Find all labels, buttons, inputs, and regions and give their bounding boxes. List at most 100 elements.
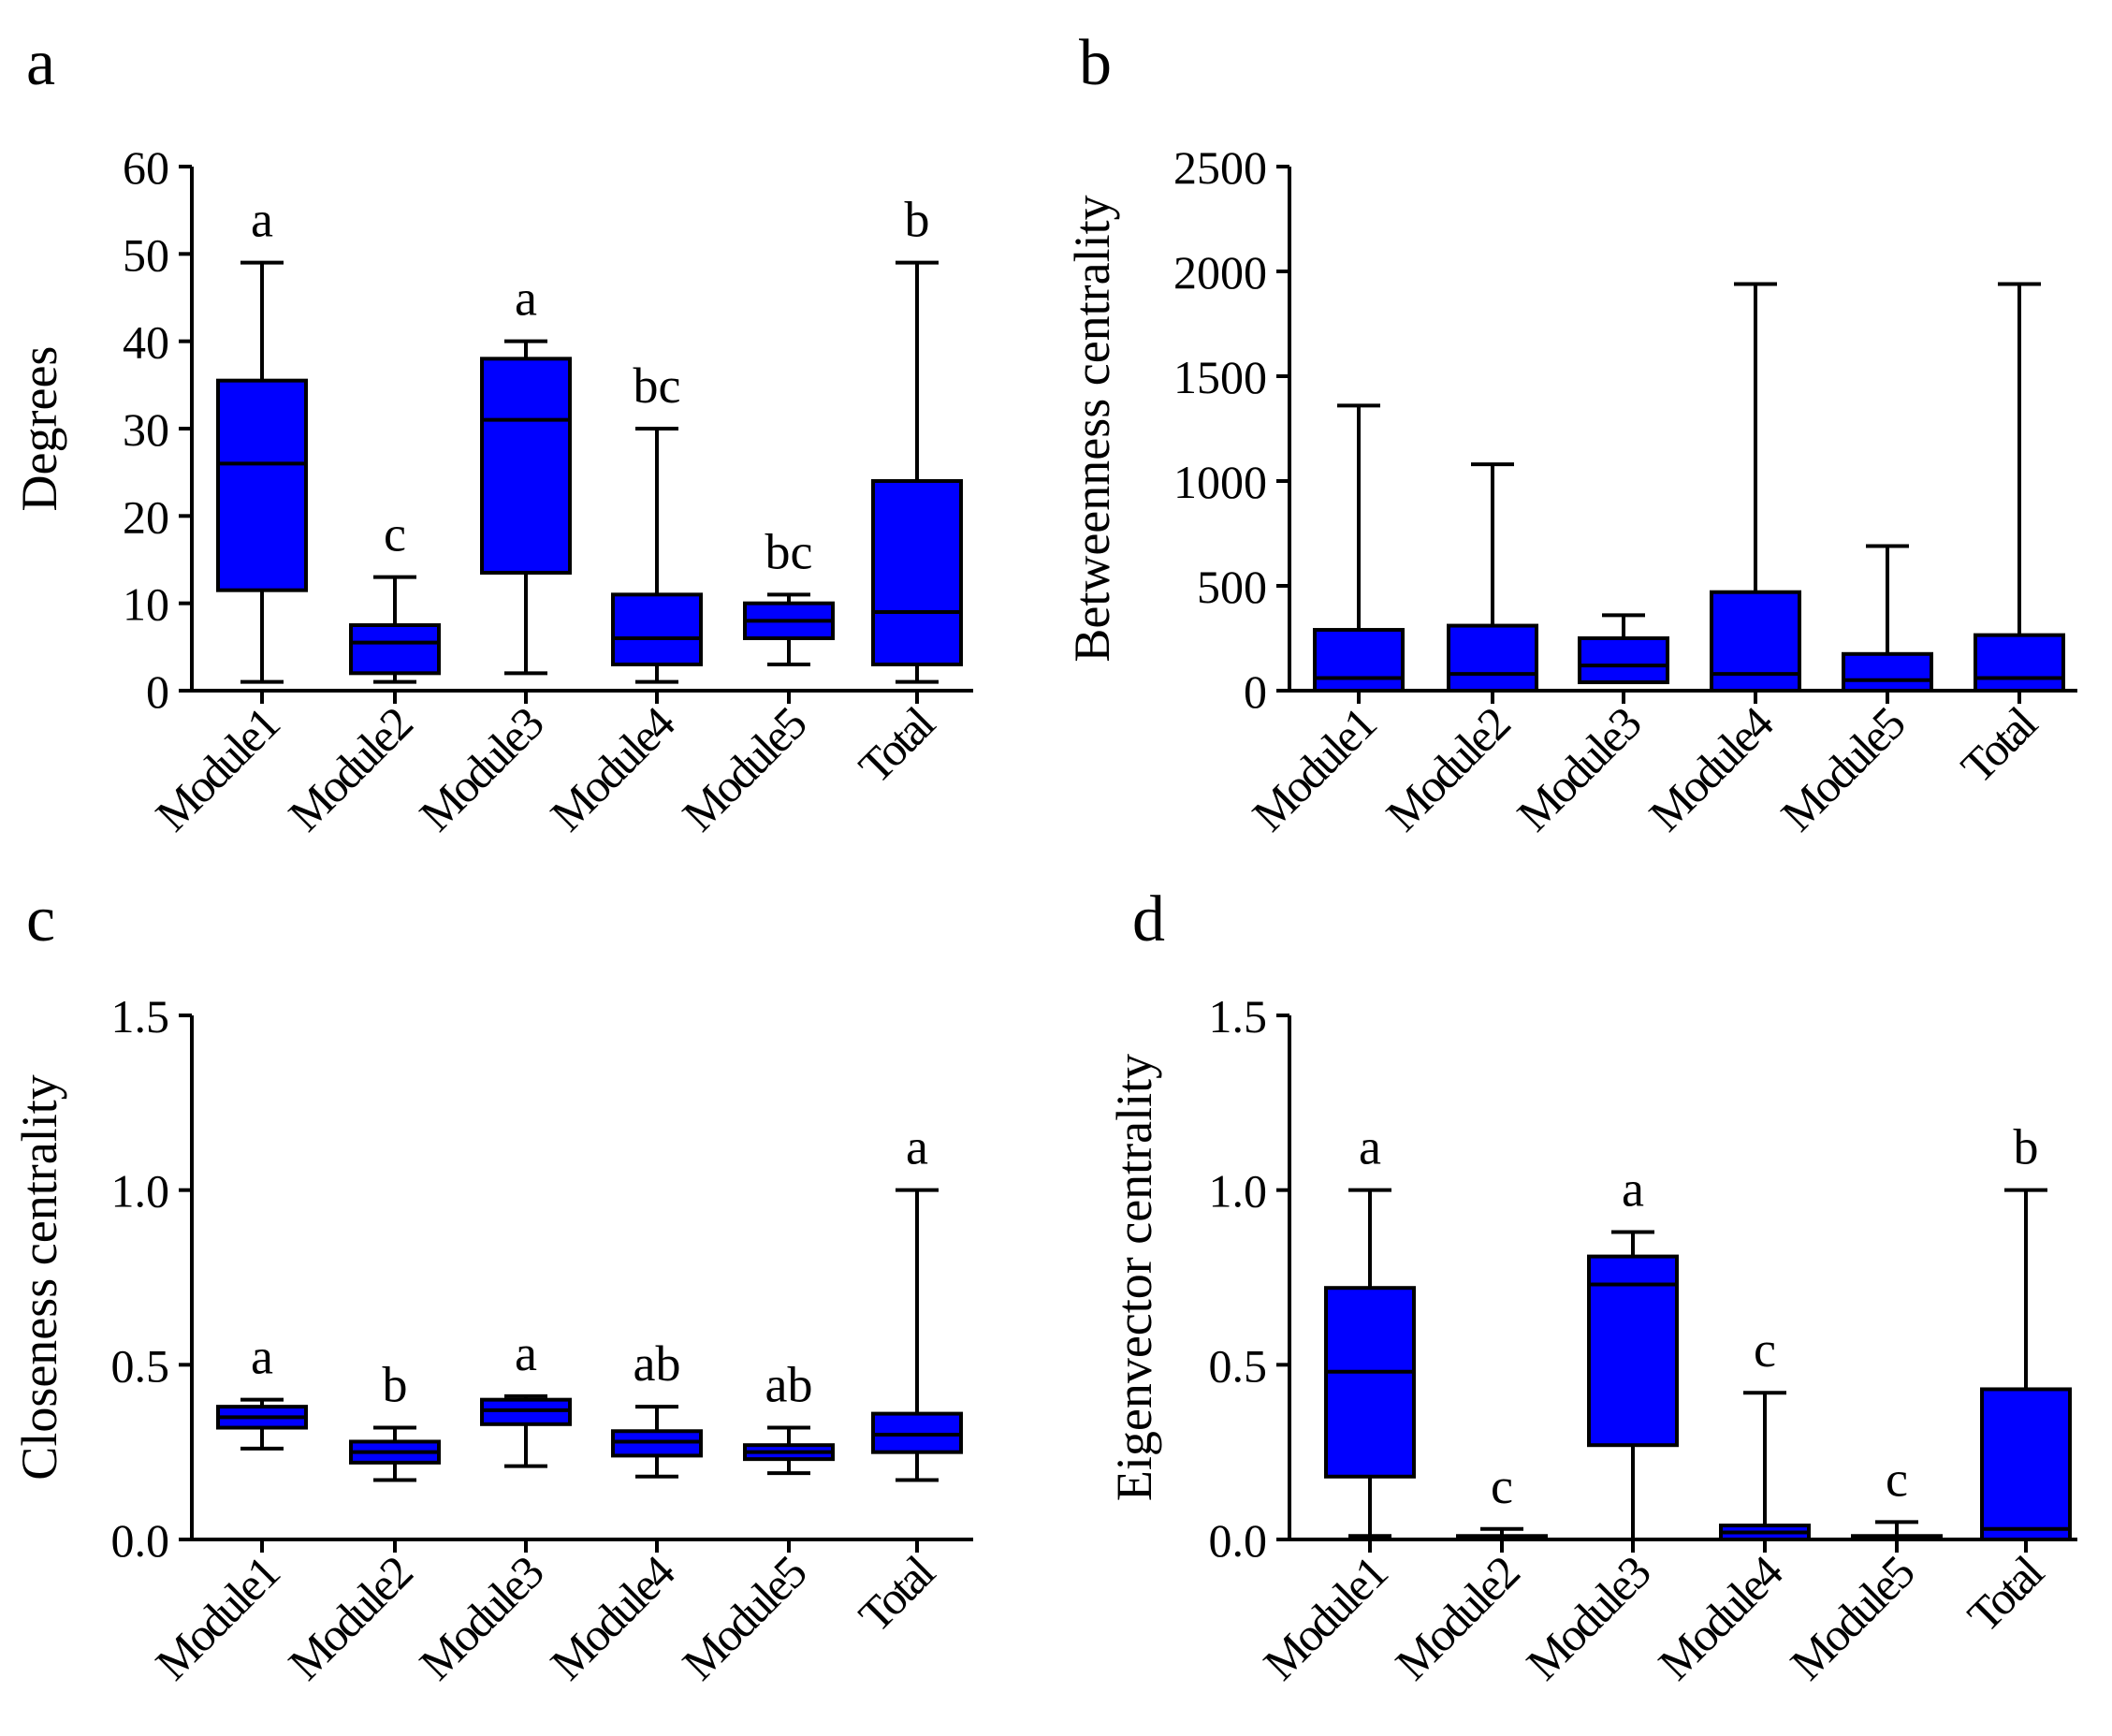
x-tick-label: Module4 xyxy=(540,696,685,841)
y-tick-label: 2500 xyxy=(1173,141,1267,194)
x-tick-label: Module3 xyxy=(409,1546,553,1690)
panel-d: d 0.0 0.5 1.0 1.5 Eigenvector centrality Modul… xyxy=(1106,883,2077,1690)
panel-letter: b xyxy=(1079,27,1112,99)
significance-label: ab xyxy=(765,1357,813,1413)
y-tick-label: 1.5 xyxy=(111,990,170,1043)
box-iqr xyxy=(1324,1286,1416,1479)
box-iqr xyxy=(1974,633,2065,693)
box-Module5 xyxy=(743,592,835,666)
box-Module3 xyxy=(1587,1230,1679,1541)
y-axis-title: Betweenness centrality xyxy=(1064,195,1120,662)
panel-letter: a xyxy=(26,27,55,99)
significance-label: c xyxy=(1886,1451,1908,1507)
x-tick-label: Module3 xyxy=(1516,1546,1660,1690)
box-Module1 xyxy=(216,260,308,684)
significance-label: c xyxy=(1491,1458,1513,1514)
x-tick-label: Module5 xyxy=(1770,697,1915,841)
box-Module1 xyxy=(216,1397,308,1451)
significance-label: c xyxy=(384,506,406,562)
box-Total xyxy=(1980,1188,2072,1542)
significance-label: ab xyxy=(634,1335,681,1392)
significance-label: a xyxy=(906,1119,928,1175)
significance-label: a xyxy=(1359,1119,1381,1175)
y-tick-label: 50 xyxy=(123,228,169,281)
significance-label: a xyxy=(251,1329,273,1385)
y-tick-label: 0 xyxy=(146,665,169,718)
box-Module4 xyxy=(611,1405,703,1479)
box-Module5 xyxy=(1842,544,1933,693)
box-Total xyxy=(871,1188,963,1482)
y-tick-label: 2000 xyxy=(1173,246,1267,299)
significance-label: b xyxy=(383,1357,408,1413)
panel-c: c 0.0 0.5 1.0 1.5 Closeness centrality Module1… xyxy=(11,883,973,1690)
box-iqr xyxy=(1587,1254,1679,1448)
y-tick-label: 1.0 xyxy=(111,1165,170,1218)
x-tick-label: Module5 xyxy=(672,1546,816,1690)
x-tick-label: Module3 xyxy=(409,697,553,841)
x-tick-label: Module2 xyxy=(1385,1546,1528,1689)
x-tick-label: Module2 xyxy=(1376,697,1519,840)
panel-letter: d xyxy=(1132,883,1165,956)
x-tick-label: Module1 xyxy=(1242,698,1384,840)
x-tick-label: Module1 xyxy=(1253,1547,1395,1689)
box-iqr xyxy=(216,378,308,592)
significance-label: bc xyxy=(765,523,813,579)
box-iqr xyxy=(1578,636,1669,685)
x-tick-label: Module4 xyxy=(1639,696,1784,841)
x-tick-label: Module2 xyxy=(278,697,421,840)
x-tick-label: Module1 xyxy=(145,698,287,840)
y-tick-label: 1.0 xyxy=(1209,1165,1268,1218)
y-tick-label: 0.5 xyxy=(1209,1339,1268,1392)
box-Total xyxy=(871,260,963,684)
y-axis-title: Eigenvector centrality xyxy=(1106,1054,1162,1501)
significance-label: b xyxy=(2014,1119,2039,1175)
x-tick-label: Total xyxy=(1958,1546,2054,1642)
box-Module1 xyxy=(1324,1188,1416,1539)
significance-label: c xyxy=(1754,1321,1776,1378)
y-tick-label: 500 xyxy=(1197,561,1267,613)
x-tick-label: Total xyxy=(1951,697,2047,794)
x-tick-label: Total xyxy=(849,1546,945,1642)
box-Module3 xyxy=(1578,613,1669,685)
significance-label: a xyxy=(515,270,537,327)
box-Module2 xyxy=(349,1425,441,1482)
y-tick-label: 20 xyxy=(123,490,169,543)
y-tick-label: 0.5 xyxy=(111,1339,170,1392)
box-iqr xyxy=(1313,628,1405,693)
box-Module3 xyxy=(480,1393,572,1468)
x-tick-label: Total xyxy=(849,697,945,794)
x-tick-label: Module3 xyxy=(1507,697,1651,841)
significance-label: a xyxy=(1622,1160,1644,1217)
box-iqr xyxy=(611,592,703,666)
y-tick-label: 1500 xyxy=(1173,351,1267,403)
panel-a: a0102030405060DegreesModule1Module2Modul… xyxy=(11,27,973,841)
box-Module1 xyxy=(1313,403,1405,693)
x-tick-label: Module2 xyxy=(278,1546,421,1689)
box-iqr xyxy=(1980,1387,2072,1542)
y-tick-label: 1000 xyxy=(1173,456,1267,508)
box-iqr xyxy=(349,623,441,676)
box-Module3 xyxy=(480,339,572,676)
x-tick-label: Module4 xyxy=(1648,1545,1793,1690)
x-tick-label: Module1 xyxy=(145,1547,287,1689)
box-iqr xyxy=(480,357,572,576)
y-tick-label: 0.0 xyxy=(111,1514,170,1567)
y-tick-label: 0 xyxy=(1244,665,1267,718)
x-tick-label: Module5 xyxy=(672,697,816,841)
box-iqr xyxy=(1710,590,1801,693)
box-Module5 xyxy=(743,1425,835,1476)
box-Module4 xyxy=(1710,282,1801,693)
significance-label: a xyxy=(515,1325,537,1381)
y-tick-label: 30 xyxy=(123,403,169,456)
box-Module2 xyxy=(1456,1526,1548,1542)
significance-label: a xyxy=(251,192,273,248)
significance-label: b xyxy=(905,192,930,248)
panel-b: b 0 500 1000 1500 2000 2500 Betweenness central… xyxy=(1064,27,2077,841)
box-Module2 xyxy=(1447,462,1538,693)
y-tick-label: 1.5 xyxy=(1209,990,1268,1043)
y-axis-title: Closeness centrality xyxy=(11,1074,67,1480)
y-tick-label: 60 xyxy=(123,141,169,194)
box-iqr xyxy=(871,479,963,666)
y-tick-label: 10 xyxy=(123,578,169,631)
